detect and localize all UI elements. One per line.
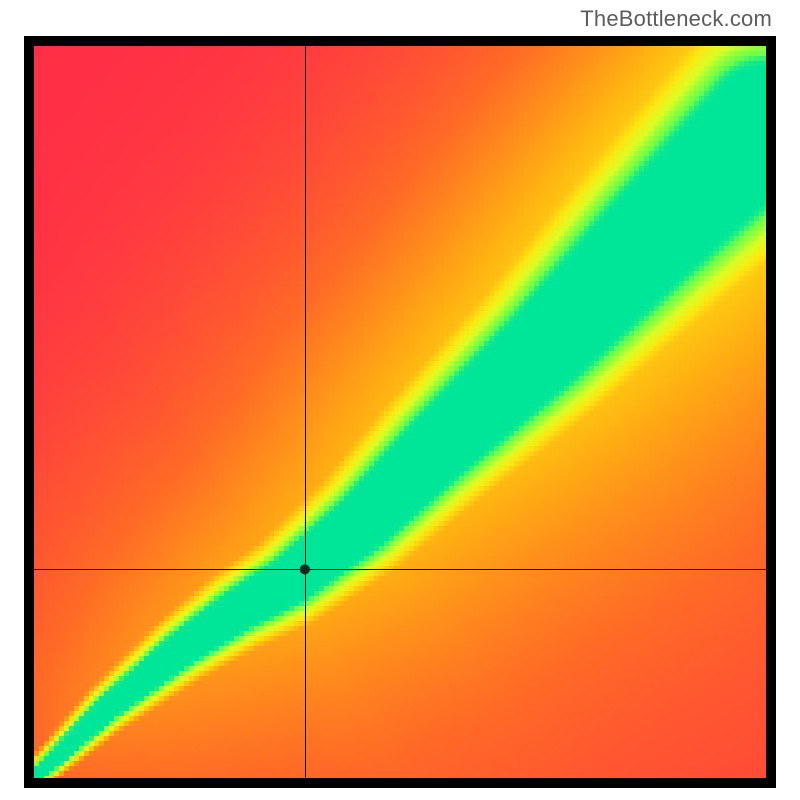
attribution-text: TheBottleneck.com — [580, 6, 772, 32]
chart-frame — [24, 36, 776, 788]
heatmap-canvas — [34, 46, 766, 778]
